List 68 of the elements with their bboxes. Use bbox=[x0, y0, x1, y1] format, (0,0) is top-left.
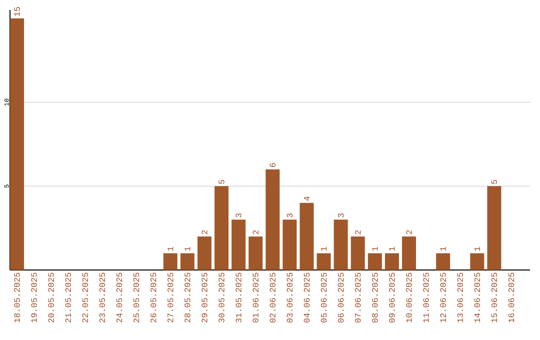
x-tick-label: 22.05.2025 bbox=[82, 272, 88, 322]
bar bbox=[180, 253, 194, 270]
bar bbox=[214, 186, 229, 270]
x-tick-label: 29.05.2025 bbox=[202, 272, 208, 322]
bar bbox=[487, 186, 502, 270]
bar bbox=[266, 169, 280, 270]
x-tick-label: 04.06.2025 bbox=[304, 272, 310, 322]
bar bbox=[316, 253, 331, 270]
bar bbox=[248, 236, 263, 270]
data-label: 2 bbox=[355, 230, 361, 234]
data-label: 1 bbox=[389, 246, 395, 251]
x-tick-label: 08.06.2025 bbox=[372, 272, 378, 322]
x-tick-label: 13.06.2025 bbox=[457, 272, 463, 322]
data-label: 3 bbox=[286, 213, 293, 218]
x-tick-label: 21.05.2025 bbox=[65, 272, 71, 322]
x-tick-label: 07.06.2025 bbox=[354, 272, 361, 322]
data-label: 5 bbox=[218, 180, 224, 184]
x-tick-label: 26.05.2025 bbox=[150, 272, 156, 322]
x-tick-label: 18.05.2025 bbox=[14, 272, 20, 322]
x-tick-label: 02.06.2025 bbox=[270, 272, 276, 322]
x-tick-label: 24.05.2025 bbox=[116, 272, 122, 322]
data-label: 2 bbox=[406, 230, 412, 234]
x-tick-label: 11.06.2025 bbox=[423, 272, 429, 322]
data-label: 1 bbox=[474, 246, 480, 251]
bar bbox=[350, 236, 365, 270]
x-tick-label: 01.06.2025 bbox=[252, 272, 258, 322]
x-tick-label: 12.06.2025 bbox=[440, 272, 446, 322]
bar bbox=[334, 220, 348, 270]
x-tick-label: 23.05.2025 bbox=[99, 272, 106, 322]
bar bbox=[300, 202, 314, 270]
bar bbox=[402, 236, 416, 270]
bar bbox=[163, 253, 178, 270]
data-label: 1 bbox=[320, 246, 327, 251]
bar bbox=[197, 236, 212, 270]
data-label: 3 bbox=[236, 213, 242, 218]
data-label: 6 bbox=[270, 163, 276, 168]
x-tick-label: 10.06.2025 bbox=[406, 272, 412, 322]
data-label: 4 bbox=[304, 196, 310, 201]
x-tick-label: 14.06.2025 bbox=[474, 272, 480, 322]
data-label: 2 bbox=[252, 230, 258, 234]
data-label: 3 bbox=[338, 213, 344, 218]
x-tick-label: 28.05.2025 bbox=[184, 272, 190, 322]
bar bbox=[470, 253, 484, 270]
bar bbox=[384, 253, 399, 270]
bar bbox=[10, 18, 24, 270]
x-tick-label: 05.06.2025 bbox=[320, 272, 327, 322]
bar bbox=[232, 220, 246, 270]
data-label: 2 bbox=[202, 230, 208, 234]
x-tick-label: 27.05.2025 bbox=[168, 272, 174, 322]
x-tick-label: 30.05.2025 bbox=[218, 272, 224, 322]
x-tick-label: 16.06.2025 bbox=[508, 272, 514, 322]
x-tick-label: 06.06.2025 bbox=[338, 272, 344, 322]
data-label: 1 bbox=[184, 246, 190, 251]
data-label: 1 bbox=[440, 246, 446, 251]
x-tick-label: 09.06.2025 bbox=[389, 272, 395, 322]
x-tick-label: 31.05.2025 bbox=[236, 272, 242, 322]
bar bbox=[368, 253, 382, 270]
data-label: 15 bbox=[14, 7, 20, 16]
x-tick-label: 20.05.2025 bbox=[48, 272, 54, 322]
x-tick-label: 19.05.2025 bbox=[31, 272, 37, 322]
x-tick-label: 15.06.2025 bbox=[491, 272, 498, 322]
x-tick-label: 25.05.2025 bbox=[133, 272, 140, 322]
data-label: 1 bbox=[168, 246, 174, 251]
data-label: 1 bbox=[372, 246, 378, 251]
bar bbox=[436, 253, 450, 270]
x-tick-label: 03.06.2025 bbox=[286, 272, 293, 322]
bar bbox=[282, 220, 297, 270]
data-label: 5 bbox=[491, 180, 498, 184]
